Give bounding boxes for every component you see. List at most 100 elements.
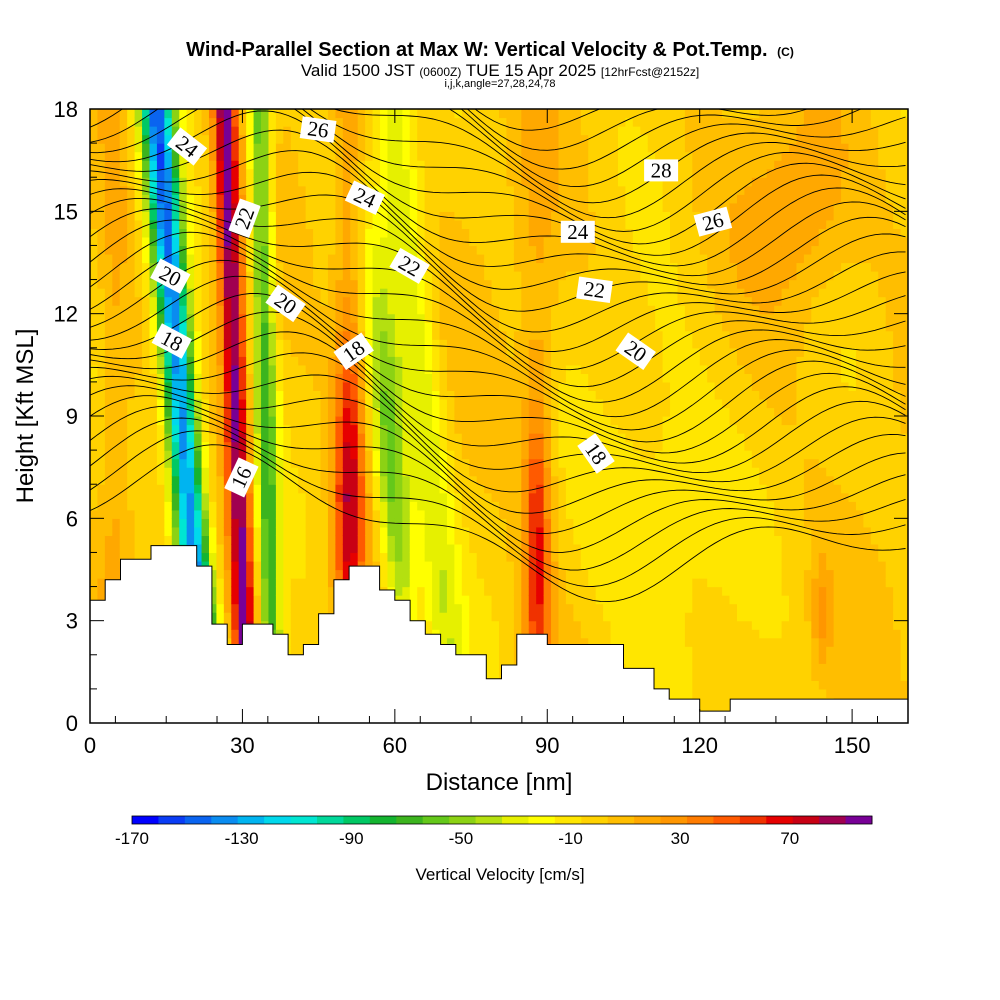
field-cell: [342, 160, 351, 170]
field-cell: [484, 646, 493, 656]
field-cell: [119, 322, 128, 332]
field-cell: [164, 151, 173, 161]
field-cell: [588, 518, 597, 528]
field-cell: [432, 595, 441, 605]
field-cell: [394, 535, 403, 545]
field-cell: [394, 398, 403, 409]
field-cell: [573, 398, 582, 409]
field-cell: [536, 398, 545, 409]
field-cell: [283, 390, 292, 400]
field-cell: [246, 560, 255, 571]
field-cell: [417, 552, 426, 562]
field-cell: [432, 526, 441, 536]
field-cell: [424, 433, 433, 443]
field-cell: [409, 586, 418, 596]
field-cell: [484, 509, 493, 519]
field-cell: [268, 168, 277, 178]
field-cell: [432, 629, 441, 639]
field-cell: [506, 143, 515, 153]
field-cell: [446, 458, 455, 468]
field-cell: [142, 279, 151, 289]
field-cell: [506, 262, 515, 272]
field-cell: [372, 433, 381, 443]
field-cell: [90, 364, 99, 374]
field-cell: [112, 253, 121, 264]
field-cell: [588, 177, 597, 187]
field-cell: [380, 518, 389, 528]
field-cell: [342, 569, 351, 579]
field-cell: [253, 450, 262, 460]
field-cell: [528, 390, 537, 400]
field-cell: [290, 526, 299, 536]
field-cell: [558, 177, 567, 187]
field-cell: [595, 245, 604, 255]
field-cell: [551, 441, 560, 451]
field-cell: [171, 373, 180, 383]
field-cell: [194, 441, 203, 451]
field-cell: [238, 185, 247, 195]
field-cell: [253, 501, 262, 511]
field-cell: [499, 603, 508, 613]
field-cell: [223, 603, 232, 613]
field-cell: [513, 586, 522, 596]
field-cell: [246, 339, 255, 349]
field-cell: [97, 109, 106, 119]
field-cell: [588, 543, 597, 554]
field-cell: [536, 492, 545, 502]
field-cell: [461, 373, 470, 383]
field-cell: [97, 475, 106, 485]
field-cell: [186, 305, 195, 315]
field-cell: [573, 518, 582, 528]
field-cell: [335, 126, 344, 136]
field-cell: [127, 143, 136, 153]
field-cell: [283, 271, 292, 281]
field-cell: [179, 501, 188, 511]
field-cell: [402, 194, 411, 204]
field-cell: [573, 501, 582, 511]
field-cell: [350, 424, 359, 434]
field-cell: [536, 586, 545, 596]
field-cell: [469, 629, 478, 639]
field-cell: [127, 407, 136, 417]
field-cell: [104, 296, 113, 306]
field-cell: [268, 595, 277, 605]
field-cell: [432, 356, 441, 366]
field-cell: [127, 475, 136, 485]
field-cell: [536, 134, 545, 144]
field-cell: [446, 552, 455, 562]
field-cell: [186, 202, 195, 212]
field-cell: [208, 492, 218, 502]
field-cell: [446, 629, 455, 639]
field-cell: [439, 416, 448, 426]
field-cell: [350, 475, 359, 485]
field-cell: [469, 330, 478, 340]
field-cell: [142, 364, 151, 374]
field-cell: [223, 134, 232, 144]
field-cell: [268, 202, 277, 212]
field-cell: [409, 509, 418, 519]
field-cell: [208, 586, 218, 596]
field-cell: [372, 117, 381, 127]
field-cell: [528, 458, 537, 468]
field-cell: [387, 288, 396, 298]
field-cell: [305, 450, 314, 460]
field-cell: [268, 467, 277, 477]
field-cell: [409, 177, 418, 187]
field-cell: [506, 433, 515, 443]
field-cell: [439, 620, 448, 630]
field-cell: [484, 526, 493, 536]
field-cell: [171, 322, 180, 332]
field-cell: [446, 245, 455, 255]
field-cell: [461, 253, 470, 264]
field-cell: [90, 168, 99, 178]
field-cell: [432, 475, 441, 485]
field-cell: [558, 330, 567, 340]
field-cell: [290, 143, 299, 153]
field-cell: [223, 578, 232, 588]
field-cell: [484, 330, 493, 340]
field-cell: [305, 228, 314, 238]
field-cell: [261, 109, 270, 119]
field-cell: [573, 253, 582, 264]
field-cell: [603, 620, 612, 630]
field-cell: [491, 330, 500, 340]
